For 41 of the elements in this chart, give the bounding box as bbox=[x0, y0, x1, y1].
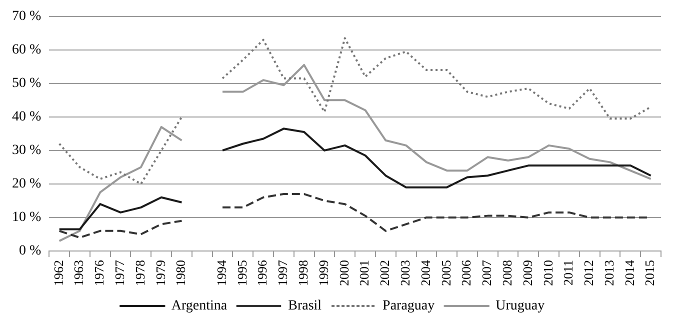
y-tick-label: 60 % bbox=[12, 42, 42, 58]
x-tick-label: 2010 bbox=[540, 260, 556, 286]
x-tick-label: 2013 bbox=[601, 260, 616, 286]
x-tick-label: 1979 bbox=[152, 260, 168, 286]
x-tick-label: 2011 bbox=[560, 260, 576, 286]
x-tick-label: 1996 bbox=[254, 260, 270, 286]
x-tick-label: 1963 bbox=[71, 260, 86, 286]
x-tick-label: 2001 bbox=[356, 260, 372, 286]
x-tick-label: 2005 bbox=[438, 260, 454, 286]
x-tick-label: 2014 bbox=[622, 260, 637, 286]
legend-label: Argentina bbox=[171, 298, 228, 314]
x-tick-label: 1980 bbox=[173, 260, 188, 286]
x-tick-label: 2000 bbox=[336, 260, 352, 286]
x-tick-label: 2008 bbox=[499, 260, 514, 286]
legend-label: Brasil bbox=[288, 298, 322, 314]
x-tick-label: 1962 bbox=[50, 260, 66, 286]
legend-label: Uruguay bbox=[496, 298, 545, 314]
x-tick-label: 2002 bbox=[377, 260, 392, 286]
legend-label: Paraguay bbox=[382, 298, 435, 314]
x-tick-label: 1999 bbox=[316, 260, 331, 286]
y-tick-label: 0 % bbox=[18, 244, 42, 259]
x-tick-label: 2009 bbox=[520, 260, 535, 286]
y-tick-label: 10 % bbox=[12, 210, 42, 226]
x-tick-label: 1978 bbox=[132, 260, 148, 286]
y-tick-label: 20 % bbox=[12, 176, 42, 192]
y-tick-label: 70 % bbox=[12, 9, 42, 24]
x-tick-label: 1998 bbox=[296, 260, 311, 286]
x-tick-label: 1995 bbox=[234, 260, 250, 286]
y-tick-label: 50 % bbox=[12, 76, 42, 92]
y-tick-label: 40 % bbox=[12, 110, 42, 125]
x-tick-label: 1977 bbox=[112, 260, 127, 286]
x-tick-label: 1976 bbox=[92, 260, 107, 286]
x-tick-label: 2006 bbox=[458, 260, 474, 286]
x-tick-label: 2015 bbox=[642, 260, 658, 286]
x-tick-label: 1997 bbox=[275, 260, 290, 286]
x-tick-label: 2012 bbox=[581, 260, 596, 286]
x-tick-label: 2004 bbox=[418, 260, 433, 286]
x-tick-label: 2003 bbox=[397, 260, 412, 286]
x-tick-label: 2007 bbox=[479, 260, 494, 286]
x-tick-label: 1994 bbox=[214, 260, 229, 286]
y-tick-label: 30 % bbox=[12, 143, 42, 158]
